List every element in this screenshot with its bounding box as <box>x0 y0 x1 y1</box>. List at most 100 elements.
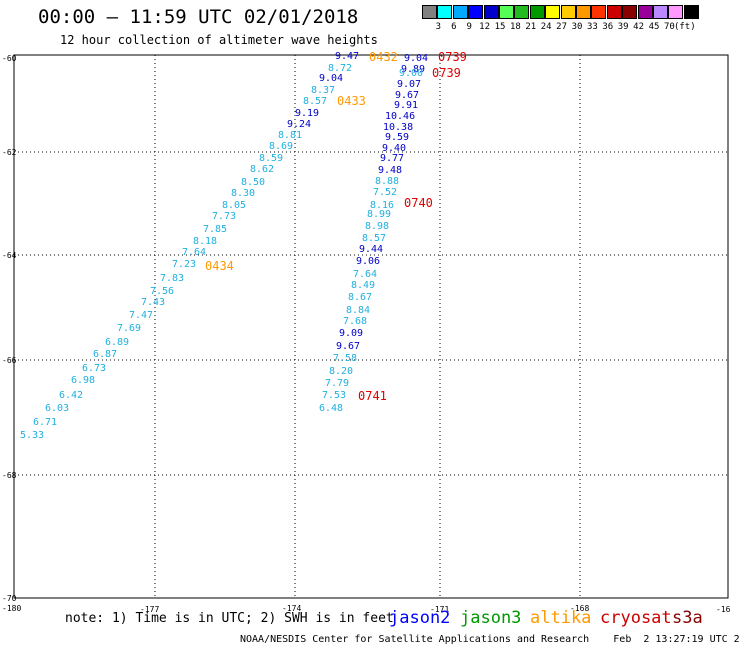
wave-height-label: 8.30 <box>231 188 255 199</box>
pass-time-label: 0739 <box>438 50 467 64</box>
wave-height-label: 6.71 <box>33 417 57 428</box>
legend-label: (ft) <box>673 22 696 32</box>
wave-height-label: 9.04 <box>404 53 428 64</box>
wave-height-label: 8.62 <box>250 164 274 175</box>
wave-height-label: 6.03 <box>45 403 69 414</box>
latitude-label: -64 <box>2 251 17 260</box>
longitude-label: -171 <box>430 605 449 614</box>
wave-height-label: 8.57 <box>362 233 386 244</box>
legend-swatch <box>622 5 638 19</box>
map-frame <box>13 54 729 599</box>
wave-height-label: 8.69 <box>269 141 293 152</box>
legend-swatch <box>422 5 437 19</box>
wave-height-label: 9.89 <box>401 64 425 75</box>
legend-swatch <box>499 5 514 19</box>
legend-label: 3 <box>435 22 442 32</box>
wave-height-label: 7.23 <box>172 259 196 270</box>
legend-label: 18 <box>509 22 521 32</box>
wave-height-label: 9.67 <box>395 90 419 101</box>
legend-label: 45 <box>648 22 660 32</box>
wave-height-label: 9.24 <box>287 119 311 130</box>
legend-label: 21 <box>525 22 537 32</box>
legend-label: 6 <box>451 22 457 32</box>
wave-height-label: 6.89 <box>105 337 129 348</box>
map-title: 00:00 – 11:59 UTC 02/01/2018 <box>38 6 359 28</box>
wave-height-label: 7.64 <box>182 247 206 258</box>
pass-time-label: 0433 <box>337 94 366 108</box>
satellite-name: altika <box>530 608 592 628</box>
wave-height-label: 6.98 <box>71 375 95 386</box>
wave-height-label: 8.59 <box>259 153 283 164</box>
wave-height-label: 5.33 <box>20 430 44 441</box>
legend-swatch <box>514 5 530 19</box>
wave-height-label: 9.00 <box>399 68 423 79</box>
wave-height-label: 6.73 <box>82 363 106 374</box>
wave-height-label: 8.05 <box>222 200 246 211</box>
legend-swatch <box>560 5 576 19</box>
pass-time-label: 0739 <box>432 66 461 80</box>
wave-height-label: 8.81 <box>278 130 302 141</box>
map-subtitle: 12 hour collection of altimeter wave hei… <box>60 33 378 47</box>
latitude-label: -68 <box>2 471 17 480</box>
wave-height-label: 8.50 <box>241 177 265 188</box>
legend-swatch <box>483 5 499 19</box>
wave-height-label: 8.57 <box>303 96 327 107</box>
pass-time-label: 0432 <box>369 50 398 64</box>
wave-height-label: 7.53 <box>322 390 346 401</box>
satellite-name: jason2 <box>389 608 451 628</box>
longitude-label: -180 <box>2 604 21 613</box>
wave-height-label: 7.83 <box>160 273 184 284</box>
wave-height-label: 7.52 <box>373 187 397 198</box>
wave-height-label: 9.48 <box>378 165 402 176</box>
legend-swatch <box>545 5 561 19</box>
wave-height-label: 9.19 <box>295 108 319 119</box>
wave-height-label: 8.49 <box>351 280 375 291</box>
legend-swatch <box>591 5 607 19</box>
wave-height-label: 8.98 <box>365 221 389 232</box>
wave-height-label: 7.56 <box>150 286 174 297</box>
legend-swatch <box>668 5 684 19</box>
wave-height-label: 7.58 <box>333 353 357 364</box>
wave-height-label: 9.47 <box>335 51 359 62</box>
wave-height-label: 7.73 <box>212 211 236 222</box>
wave-height-label: 7.43 <box>141 297 165 308</box>
latitude-label: -70 <box>2 594 17 603</box>
legend-label: 30 <box>571 22 583 32</box>
wave-height-label: 9.91 <box>394 100 418 111</box>
credit-footer: NOAA/NESDIS Center for Satellite Applica… <box>240 634 740 645</box>
wave-height-label: 8.67 <box>348 292 372 303</box>
wave-height-label: 9.06 <box>356 256 380 267</box>
legend-swatch <box>576 5 591 19</box>
wave-height-label: 10.46 <box>385 111 415 122</box>
wave-height-label: 7.79 <box>325 378 349 389</box>
legend-label: 42 <box>633 22 645 32</box>
legend-swatch <box>606 5 622 19</box>
wave-height-label: 8.88 <box>375 176 399 187</box>
wave-height-label: 7.85 <box>203 224 227 235</box>
wave-height-label: 9.59 <box>385 132 409 143</box>
satellite-name: s3a <box>672 608 703 628</box>
wave-height-label: 8.37 <box>311 85 335 96</box>
wave-height-label: 8.84 <box>346 305 370 316</box>
wave-height-label: 9.77 <box>380 153 404 164</box>
legend-label: 24 <box>540 22 552 32</box>
pass-time-label: 0434 <box>205 259 234 273</box>
legend-label: 9 <box>466 22 472 32</box>
wave-height-label: 8.20 <box>329 366 353 377</box>
wave-height-label: 9.67 <box>336 341 360 352</box>
wave-height-label: 10.38 <box>383 122 413 133</box>
longitude-label: -168 <box>570 604 589 613</box>
latitude-label: -60 <box>2 54 17 63</box>
satellite-name: cryosat <box>600 608 672 628</box>
wave-height-label: 9.40 <box>382 143 406 154</box>
longitude-label: -174 <box>282 604 301 613</box>
wave-height-label: 8.18 <box>193 236 217 247</box>
wave-height-label: 6.42 <box>59 390 83 401</box>
legend-label: 39 <box>617 22 629 32</box>
legend-label: 70 <box>663 22 675 32</box>
legend-label: 12 <box>479 22 491 32</box>
pass-time-label: 0740 <box>404 196 433 210</box>
wave-height-label: 7.47 <box>129 310 153 321</box>
legend-label: 15 <box>494 22 506 32</box>
